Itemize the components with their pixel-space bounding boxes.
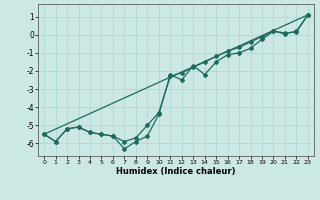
X-axis label: Humidex (Indice chaleur): Humidex (Indice chaleur) (116, 167, 236, 176)
